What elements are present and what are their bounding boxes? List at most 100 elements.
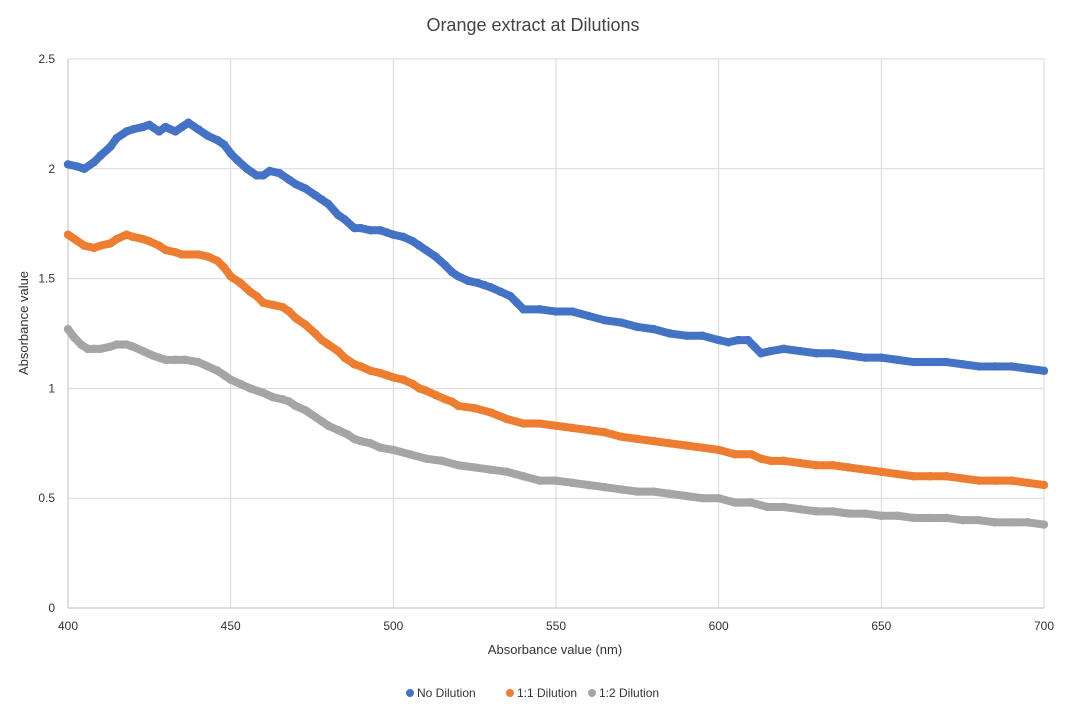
- data-point: [285, 397, 294, 406]
- data-point: [122, 230, 131, 239]
- y-tick-label: 2.5: [38, 52, 55, 66]
- data-point: [844, 509, 853, 518]
- data-point: [213, 366, 222, 376]
- data-point: [154, 241, 164, 250]
- legend-item: 1:1 Dilution: [506, 686, 577, 700]
- data-point: [138, 122, 148, 132]
- y-tick-label: 1.5: [38, 272, 55, 286]
- data-point: [756, 454, 766, 463]
- data-point: [480, 280, 489, 290]
- data-point: [747, 450, 756, 459]
- legend-label: 1:2 Dilution: [599, 686, 659, 700]
- data-point: [291, 313, 300, 323]
- data-point: [70, 234, 79, 244]
- data-point: [376, 226, 385, 235]
- data-point: [519, 472, 528, 481]
- data-point: [366, 439, 375, 448]
- data-point: [96, 151, 105, 160]
- tick-labels: 0 0.5 1 1.5 2 2.5 400 450 500 550 600 650 700: [38, 52, 1054, 633]
- data-point: [245, 287, 255, 296]
- data-point: [779, 344, 788, 354]
- data-point: [893, 469, 902, 479]
- series-2: [63, 230, 1049, 490]
- data-point: [421, 454, 431, 463]
- data-point: [486, 465, 496, 474]
- data-point: [180, 355, 190, 365]
- data-point: [128, 342, 138, 351]
- data-point: [301, 184, 310, 193]
- data-point: [496, 287, 505, 296]
- data-point: [681, 331, 691, 340]
- data-point: [106, 239, 115, 248]
- data-point: [112, 133, 122, 143]
- data-point: [665, 439, 675, 448]
- data-point: [80, 241, 89, 250]
- data-point: [333, 346, 343, 356]
- x-axis-label: Absorbance value (nm): [488, 642, 622, 657]
- data-point: [447, 267, 457, 277]
- data-point: [138, 234, 148, 244]
- legend-item: No Dilution: [406, 686, 476, 700]
- data-point: [616, 432, 626, 441]
- data-point: [958, 474, 967, 483]
- data-point: [161, 122, 170, 132]
- data-point: [340, 353, 349, 362]
- data-point: [503, 467, 512, 477]
- data-point: [356, 223, 365, 233]
- data-point: [242, 164, 252, 173]
- data-point: [519, 419, 528, 428]
- data-point: [779, 456, 788, 466]
- data-point: [343, 430, 352, 439]
- data-point: [486, 283, 496, 292]
- data-point: [766, 346, 775, 356]
- data-point: [649, 487, 658, 496]
- data-point: [415, 241, 424, 250]
- data-point: [226, 375, 235, 384]
- data-point: [958, 515, 967, 525]
- data-point: [733, 335, 743, 345]
- data-point: [616, 318, 626, 327]
- y-tick-label: 0: [48, 601, 55, 615]
- data-point: [974, 476, 984, 485]
- data-point: [714, 494, 723, 503]
- data-point: [958, 360, 967, 369]
- data-point: [512, 298, 522, 307]
- data-point: [877, 353, 886, 362]
- data-point: [96, 344, 105, 354]
- data-point: [317, 195, 326, 204]
- data-point: [232, 155, 242, 165]
- data-point: [454, 461, 463, 470]
- y-tick-label: 1: [48, 381, 55, 395]
- data-point: [350, 434, 359, 444]
- data-point: [311, 190, 320, 200]
- data-point: [340, 215, 349, 224]
- data-point: [278, 302, 287, 312]
- chart-title: Orange extract at Dilutions: [426, 15, 639, 35]
- data-point: [333, 425, 343, 435]
- data-point: [714, 335, 723, 345]
- data-point: [145, 120, 154, 130]
- data-point: [177, 250, 187, 259]
- data-point: [473, 278, 483, 288]
- data-point: [1007, 476, 1016, 485]
- legend-item: 1:2 Dilution: [588, 686, 659, 700]
- data-point: [1023, 478, 1032, 488]
- data-point: [219, 140, 229, 149]
- x-tick-label: 550: [546, 619, 566, 633]
- data-point: [285, 175, 294, 184]
- data-point: [730, 498, 740, 507]
- data-point: [893, 511, 902, 520]
- data-point: [795, 346, 805, 356]
- data-point: [219, 263, 229, 272]
- data-point: [724, 338, 733, 347]
- data-point: [779, 502, 788, 512]
- data-point: [616, 485, 626, 494]
- series-layer: [63, 118, 1049, 529]
- data-point: [633, 487, 642, 496]
- data-point: [259, 298, 268, 307]
- data-point: [991, 476, 1000, 485]
- data-point: [909, 472, 919, 481]
- data-point: [714, 445, 723, 455]
- data-point: [265, 166, 274, 176]
- data-point: [80, 164, 89, 173]
